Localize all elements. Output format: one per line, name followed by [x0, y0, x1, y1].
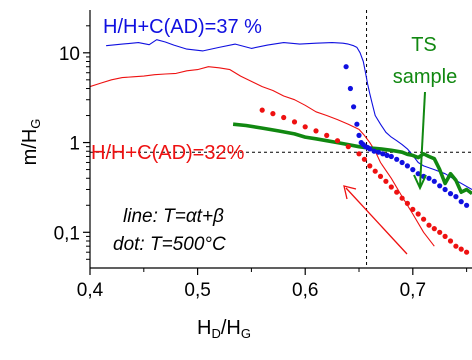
blue-data-point: [351, 104, 357, 110]
blue-data-point: [410, 167, 416, 173]
red-data-point: [404, 200, 410, 206]
line-note-expr: T=αt+β: [163, 206, 224, 227]
y-tick-label: 0,1: [54, 223, 80, 244]
blue-series-line: [106, 39, 472, 190]
red-pointer-arrow: [343, 185, 408, 255]
red-data-point: [361, 156, 367, 162]
red-data-point: [270, 111, 276, 117]
x-tick-label: 0,6: [292, 280, 318, 301]
red-data-point: [421, 216, 427, 222]
y-tick-label: 1: [69, 134, 80, 155]
y-axis-label-sub: G: [28, 119, 43, 129]
blue-data-point: [453, 194, 459, 200]
blue-data-point: [367, 146, 373, 152]
dot-note-prefix: dot:: [113, 234, 150, 255]
x-tick-label: 0,5: [184, 280, 210, 301]
red-data-point: [442, 233, 448, 239]
blue-data-point: [354, 121, 360, 127]
red-data-point: [388, 184, 394, 190]
red-data-point: [415, 211, 421, 217]
dot-note: dot: T=500°C: [113, 234, 226, 255]
x-axis-label-sep: /H: [221, 317, 241, 339]
red-data-point: [383, 178, 389, 184]
line-note-prefix: line:: [123, 206, 163, 227]
red-data-point: [291, 119, 298, 125]
blue-data-point: [384, 152, 390, 158]
red-series-dots: [259, 107, 470, 255]
red-data-point: [394, 189, 400, 195]
y-axis-label-main: m/H: [19, 129, 41, 166]
dot-note-expr: T=500°C: [150, 234, 226, 255]
blue-data-point: [371, 148, 377, 154]
blue-data-point: [437, 183, 443, 189]
blue-series-label: H/H+C(AD)=37 %: [103, 16, 262, 38]
red-data-point: [281, 114, 287, 121]
blue-data-point: [394, 156, 400, 162]
blue-data-point: [380, 151, 386, 157]
red-data-point: [356, 151, 362, 157]
ts-pointer-arrow: [413, 91, 427, 191]
x-tick-label: 0,4: [77, 280, 104, 301]
blue-data-point: [375, 149, 381, 155]
blue-data-point: [356, 132, 362, 138]
blue-data-point: [388, 153, 394, 160]
x-axis-label-sub2: G: [241, 326, 251, 341]
red-data-point: [324, 132, 330, 138]
x-axis-label: HD/HG: [197, 317, 251, 341]
blue-data-point: [431, 178, 437, 184]
blue-data-point: [404, 163, 410, 169]
blue-data-point: [415, 171, 421, 177]
x-tick-label: 0,7: [400, 280, 426, 301]
blue-data-point: [464, 202, 470, 208]
red-data-point: [426, 222, 432, 228]
blue-data-point: [426, 175, 432, 181]
red-data-point: [367, 163, 373, 169]
line-note: line: T=αt+β: [123, 206, 224, 227]
red-data-point: [345, 144, 351, 150]
x-axis-label-sub1: D: [211, 326, 220, 341]
red-data-point: [453, 243, 459, 249]
blue-data-point: [442, 186, 448, 193]
red-data-point: [431, 226, 437, 232]
red-series-label: H/H+C(AD)=32%: [91, 142, 245, 164]
red-data-point: [302, 124, 308, 130]
red-data-point: [377, 173, 384, 179]
red-data-point: [447, 238, 454, 244]
blue-data-point: [458, 199, 464, 205]
red-data-point: [334, 138, 341, 144]
blue-data-point: [343, 64, 349, 70]
axes: 0,4 0,5 0,6 0,7 0,1 1 10: [54, 10, 472, 301]
blue-data-point: [447, 191, 454, 197]
blue-data-point: [399, 159, 405, 166]
red-data-point: [372, 168, 378, 174]
red-data-point: [410, 206, 416, 212]
red-series-line: [90, 66, 435, 247]
red-data-point: [399, 195, 405, 201]
y-tick-label: 10: [59, 44, 80, 65]
green-series-line: [232, 122, 472, 196]
red-data-point: [437, 229, 443, 235]
ts-label-line1: TS: [411, 34, 437, 56]
red-data-point: [313, 128, 319, 134]
red-data-point: [458, 246, 464, 252]
y-axis-label: m/HG: [19, 119, 43, 166]
ts-label-line2: sample: [393, 66, 457, 88]
red-data-point: [259, 107, 265, 113]
red-data-point: [464, 249, 470, 255]
x-axis-label-main: H: [197, 317, 211, 339]
blue-data-point: [347, 85, 353, 92]
